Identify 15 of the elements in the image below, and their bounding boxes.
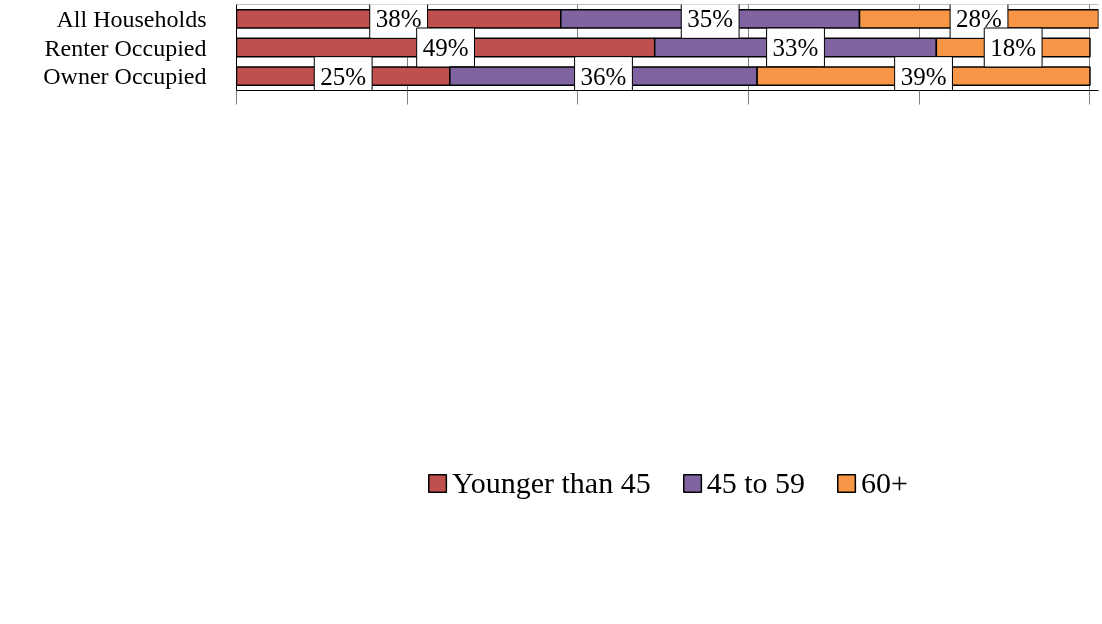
data-label: 25% <box>320 62 367 90</box>
data-label: 18% <box>990 34 1037 61</box>
y-tick-label: Renter Occupied <box>44 34 207 61</box>
data-label: 38% <box>375 5 422 33</box>
y-tick-label: All Households <box>56 5 207 32</box>
data-label: 49% <box>422 34 469 61</box>
data-label: 35% <box>687 5 734 33</box>
data-label: 36% <box>580 62 627 90</box>
data-label: 28% <box>956 5 1002 33</box>
y-tick-label: Owner Occupied <box>43 63 207 90</box>
legend-label: Younger than 45 <box>452 465 651 500</box>
legend-label: 60+ <box>861 465 908 500</box>
legend-label: 45 to 59 <box>706 465 806 500</box>
data-label: 39% <box>900 62 947 90</box>
data-label: 33% <box>772 34 819 61</box>
